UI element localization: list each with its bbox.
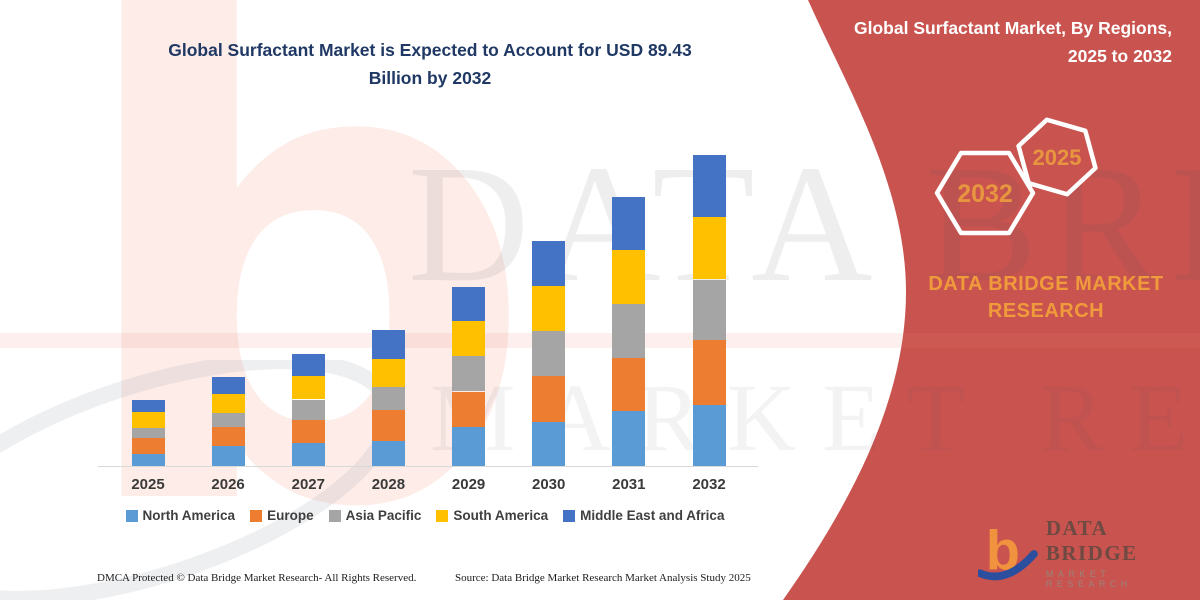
x-axis-line bbox=[98, 466, 758, 467]
dbmr-logo-mark-icon: b bbox=[978, 522, 1038, 581]
legend-label: North America bbox=[142, 508, 236, 523]
bar-segment-2027-europe bbox=[291, 419, 325, 443]
source-text: Source: Data Bridge Market Research Mark… bbox=[455, 572, 751, 584]
bar-segment-2029-asia-pacific bbox=[452, 356, 486, 392]
bar-segment-2027-asia-pacific bbox=[291, 399, 325, 420]
bar-segment-2028-south-america bbox=[371, 359, 405, 387]
x-axis-label-2031: 2031 bbox=[612, 476, 646, 493]
x-axis-label-2030: 2030 bbox=[532, 476, 566, 493]
x-axis-label-2032: 2032 bbox=[692, 476, 726, 493]
bar-segment-2026-europe bbox=[211, 427, 245, 447]
bar-segment-2031-europe bbox=[612, 357, 646, 411]
panel-title-line2: 2025 to 2032 bbox=[1067, 46, 1172, 66]
bar-segment-2027-north-america bbox=[291, 443, 325, 466]
bar-segment-2025-north-america bbox=[131, 453, 165, 466]
x-axis-label-2027: 2027 bbox=[291, 476, 325, 493]
bar-segment-2026-asia-pacific bbox=[211, 412, 245, 428]
legend-item-asia-pacific: Asia Pacific bbox=[328, 508, 422, 523]
bar-segment-2032-europe bbox=[692, 340, 726, 406]
bar-segment-2030-south-america bbox=[532, 285, 566, 331]
bar-segment-2030-asia-pacific bbox=[532, 331, 566, 377]
bar-segment-2032-middle-east-and-africa bbox=[692, 154, 726, 217]
bar-segment-2030-middle-east-and-africa bbox=[532, 241, 566, 286]
dbmr-logo-subtext: MARKET RESEARCH bbox=[1045, 569, 1132, 589]
hexagon-2025-label: 2025 bbox=[1033, 145, 1082, 170]
bar-segment-2031-asia-pacific bbox=[612, 304, 646, 358]
bar-segment-2028-middle-east-and-africa bbox=[371, 329, 405, 360]
bar-segment-2030-europe bbox=[532, 376, 566, 423]
bar-segment-2026-middle-east-and-africa bbox=[211, 377, 245, 394]
bar-segment-2030-north-america bbox=[532, 422, 566, 466]
bar-segment-2025-middle-east-and-africa bbox=[131, 399, 165, 412]
bar-segment-2027-south-america bbox=[291, 376, 325, 400]
bar-segment-2028-europe bbox=[371, 410, 405, 441]
hexagon-2032-label: 2032 bbox=[957, 180, 1013, 208]
dbmr-logo-name: DATA BRIDGE bbox=[1045, 516, 1138, 565]
dmca-copyright-text: DMCA Protected © Data Bridge Market Rese… bbox=[97, 572, 417, 584]
x-axis-label-2025: 2025 bbox=[131, 476, 165, 493]
panel-brand-line2: RESEARCH bbox=[987, 300, 1105, 322]
legend-item-north-america: North America bbox=[125, 508, 236, 523]
legend-swatch-icon bbox=[436, 509, 449, 522]
legend-swatch-icon bbox=[250, 509, 263, 522]
legend-item-europe: Europe bbox=[250, 508, 314, 523]
bar-segment-2031-middle-east-and-africa bbox=[612, 197, 646, 250]
bar-segment-2029-south-america bbox=[452, 321, 486, 357]
bar-segment-2026-south-america bbox=[211, 394, 245, 413]
dbmr-logo: b DATA BRIDGE MARKET RESEARCH bbox=[978, 516, 1200, 589]
x-axis-label-2026: 2026 bbox=[211, 476, 245, 493]
panel-title-line1: Global Surfactant Market, By Regions, bbox=[854, 18, 1172, 38]
bar-segment-2025-europe bbox=[131, 437, 165, 454]
x-axis-label-2028: 2028 bbox=[371, 476, 406, 493]
bar-segment-2028-asia-pacific bbox=[371, 386, 405, 410]
bar-segment-2031-south-america bbox=[612, 249, 646, 305]
bar-segment-2025-asia-pacific bbox=[131, 427, 165, 438]
bar-segment-2029-middle-east-and-africa bbox=[452, 287, 486, 322]
bar-segment-2032-asia-pacific bbox=[692, 279, 726, 341]
chart-legend: North America Europe Asia Pacific South Ame… bbox=[90, 508, 760, 523]
legend-label: South America bbox=[453, 508, 549, 523]
dbmr-logo-text: DATA BRIDGE MARKET RESEARCH bbox=[1046, 516, 1200, 589]
bar-segment-2031-north-america bbox=[612, 410, 646, 466]
x-axis-label-2029: 2029 bbox=[451, 476, 486, 493]
hexagon-2032-icon bbox=[934, 150, 1036, 236]
panel-title: Global Surfactant Market, By Regions, 20… bbox=[800, 14, 1172, 70]
legend-swatch-icon bbox=[563, 509, 576, 522]
panel-brand-line1: DATA BRIDGE MARKET bbox=[928, 273, 1164, 295]
year-hexagons: 2032 2025 bbox=[934, 117, 1098, 236]
hexagon-2025-icon bbox=[1016, 117, 1098, 197]
legend-swatch-icon bbox=[328, 509, 341, 522]
legend-label: Middle East and Africa bbox=[580, 508, 725, 523]
chart-title-line1: Global Surfactant Market is Expected to … bbox=[168, 40, 692, 60]
panel-brand-text: DATA BRIDGE MARKET RESEARCH bbox=[915, 271, 1177, 325]
bar-segment-2029-north-america bbox=[452, 426, 486, 466]
bar-segment-2027-middle-east-and-africa bbox=[291, 353, 325, 377]
chart-title-line2: Billion by 2032 bbox=[368, 68, 492, 88]
bar-segment-2028-north-america bbox=[371, 440, 405, 466]
bar-segment-2029-europe bbox=[452, 391, 486, 427]
bar-segment-2025-south-america bbox=[131, 412, 165, 428]
legend-swatch-icon bbox=[125, 509, 138, 522]
legend-item-middle-east-and-africa: Middle East and Africa bbox=[563, 508, 724, 523]
legend-label: Europe bbox=[267, 508, 314, 523]
bar-segment-2026-north-america bbox=[211, 446, 245, 466]
legend-item-south-america: South America bbox=[436, 508, 548, 523]
bar-segment-2032-south-america bbox=[692, 216, 726, 280]
legend-label: Asia Pacific bbox=[345, 508, 422, 523]
bar-segment-2032-north-america bbox=[692, 405, 726, 466]
chart-title: Global Surfactant Market is Expected to … bbox=[120, 36, 740, 92]
panel-curved-shape bbox=[783, 0, 1200, 600]
